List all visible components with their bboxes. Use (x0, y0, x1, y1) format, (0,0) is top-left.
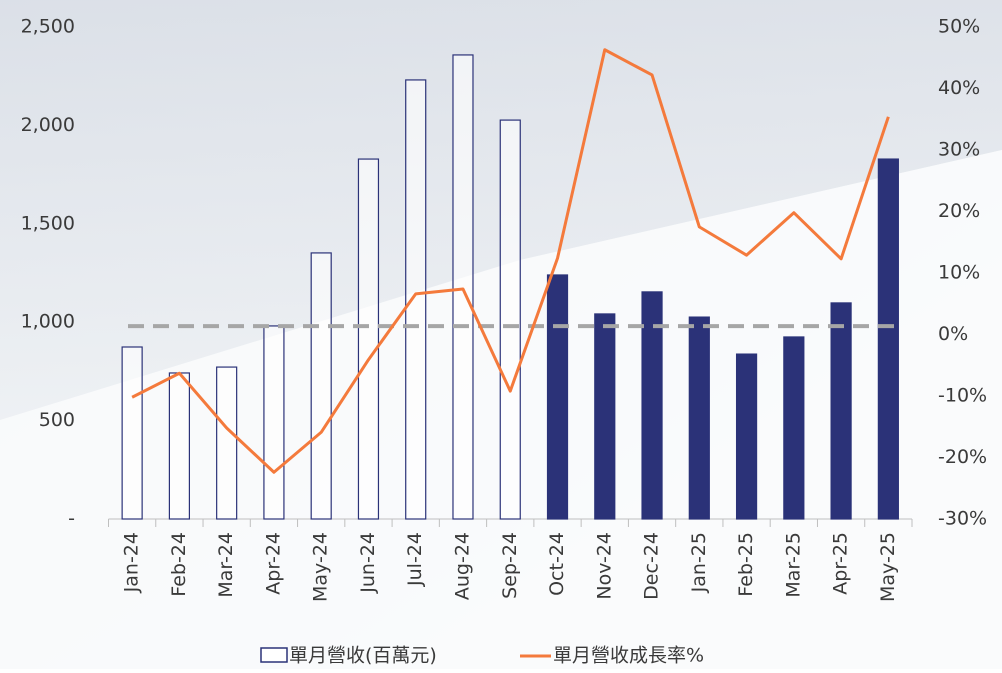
bar (358, 159, 378, 519)
bar (500, 120, 520, 519)
y2-tick-label: 40% (938, 77, 980, 99)
y-tick-label: 2,500 (21, 16, 75, 38)
bar (122, 347, 142, 519)
x-tick-label: Mar-24 (215, 532, 237, 598)
x-tick-label: Jul-24 (404, 532, 426, 587)
bar (689, 317, 709, 519)
y-tick-label: 2,000 (21, 114, 75, 136)
x-tick-label: Jan-25 (688, 532, 710, 593)
bar (406, 80, 426, 519)
legend-label: 單月營收(百萬元) (289, 645, 437, 667)
bar (737, 354, 757, 519)
x-tick-label: Jan-24 (121, 532, 143, 593)
x-tick-label: Dec-24 (641, 532, 663, 600)
y2-tick-label: 20% (938, 200, 980, 222)
y-tick-label: 1,000 (21, 311, 75, 333)
legend-bar-swatch (261, 648, 287, 662)
bar (311, 253, 331, 519)
x-tick-label: Feb-24 (168, 532, 190, 597)
x-tick-label: Oct-24 (546, 532, 568, 596)
bar (453, 55, 473, 519)
y-tick-label: - (68, 508, 75, 530)
x-tick-label: Sep-24 (499, 532, 521, 599)
x-tick-label: Apr-24 (262, 532, 284, 595)
bar (264, 326, 284, 519)
chart: - 500 1,000 1,500 2,000 2,500 -30% -20% -10% 0% 10… (0, 0, 1002, 669)
x-tick-label: May-25 (877, 532, 899, 602)
x-tick-label: Feb-25 (735, 532, 757, 597)
page: {"chart_data": { "type": "bar-line", "ca… (0, 0, 1002, 669)
x-tick-label: Aug-24 (451, 532, 473, 600)
x-tick-label: Mar-25 (782, 532, 804, 598)
bar (217, 367, 237, 519)
y2-tick-label: 50% (938, 16, 980, 38)
x-tick-label: Apr-25 (830, 532, 852, 595)
bar (878, 159, 898, 519)
y2-tick-label: 30% (938, 139, 980, 161)
legend-label: 單月營收成長率% (553, 645, 704, 667)
bar (595, 314, 615, 519)
y-tick-label: 500 (39, 409, 75, 431)
bar (169, 373, 189, 519)
x-tick-label: Jun-24 (357, 532, 379, 594)
bar (831, 303, 851, 519)
bar (784, 337, 804, 519)
x-tick-label: May-24 (310, 532, 332, 602)
x-tick-label: Nov-24 (593, 532, 615, 600)
y2-tick-label: -10% (938, 385, 987, 407)
y2-tick-label: -30% (938, 508, 987, 530)
y2-tick-label: -20% (938, 446, 987, 468)
y-tick-label: 1,500 (21, 212, 75, 234)
bar (548, 275, 568, 519)
y2-tick-label: 0% (938, 323, 968, 345)
y2-tick-label: 10% (938, 262, 980, 284)
